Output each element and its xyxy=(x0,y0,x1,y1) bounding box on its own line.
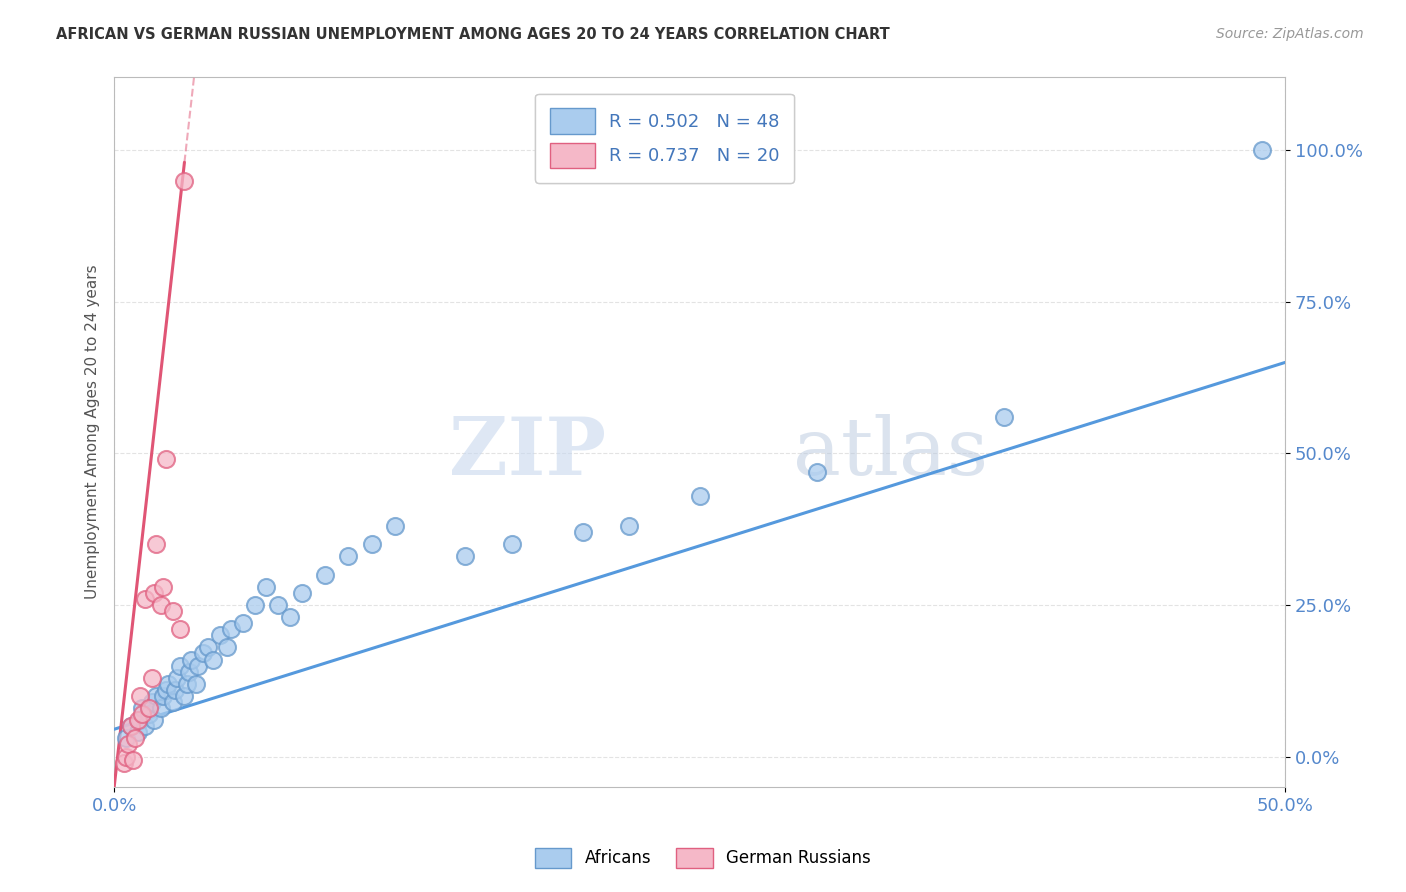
Text: Source: ZipAtlas.com: Source: ZipAtlas.com xyxy=(1216,27,1364,41)
Point xyxy=(150,598,173,612)
Point xyxy=(143,713,166,727)
Point xyxy=(267,598,290,612)
Point xyxy=(145,537,167,551)
Point xyxy=(124,731,146,746)
Point xyxy=(454,549,477,564)
Point xyxy=(155,452,177,467)
Point xyxy=(337,549,360,564)
Point xyxy=(134,591,156,606)
Point xyxy=(1250,143,1272,157)
Legend: R = 0.502   N = 48, R = 0.737   N = 20: R = 0.502 N = 48, R = 0.737 N = 20 xyxy=(536,94,794,183)
Point xyxy=(138,701,160,715)
Point xyxy=(180,652,202,666)
Text: atlas: atlas xyxy=(793,415,988,492)
Point xyxy=(157,677,180,691)
Point xyxy=(169,622,191,636)
Point xyxy=(197,640,219,655)
Point xyxy=(501,537,523,551)
Point xyxy=(129,689,152,703)
Point xyxy=(145,689,167,703)
Point xyxy=(384,519,406,533)
Point xyxy=(131,707,153,722)
Point xyxy=(141,695,163,709)
Point xyxy=(169,658,191,673)
Point xyxy=(112,756,135,770)
Point xyxy=(122,753,145,767)
Point xyxy=(115,731,138,746)
Point xyxy=(187,658,209,673)
Point xyxy=(201,652,224,666)
Point xyxy=(278,610,301,624)
Point xyxy=(179,665,201,679)
Point xyxy=(152,580,174,594)
Point xyxy=(127,713,149,727)
Point xyxy=(186,677,208,691)
Point xyxy=(155,682,177,697)
Point xyxy=(193,647,215,661)
Point xyxy=(208,628,231,642)
Point xyxy=(129,713,152,727)
Point xyxy=(689,489,711,503)
Point xyxy=(120,719,142,733)
Point xyxy=(243,598,266,612)
Point xyxy=(571,525,593,540)
Point xyxy=(117,738,139,752)
Point xyxy=(115,749,138,764)
Point xyxy=(806,465,828,479)
Point xyxy=(134,719,156,733)
Point xyxy=(254,580,277,594)
Point xyxy=(360,537,382,551)
Y-axis label: Unemployment Among Ages 20 to 24 years: Unemployment Among Ages 20 to 24 years xyxy=(86,265,100,599)
Point xyxy=(143,586,166,600)
Point xyxy=(150,701,173,715)
Point xyxy=(173,173,195,187)
Point xyxy=(176,677,198,691)
Text: ZIP: ZIP xyxy=(449,415,606,492)
Legend: Africans, German Russians: Africans, German Russians xyxy=(529,841,877,875)
Point xyxy=(162,604,184,618)
Point xyxy=(215,640,238,655)
Point xyxy=(619,519,641,533)
Point xyxy=(314,567,336,582)
Point xyxy=(138,707,160,722)
Text: AFRICAN VS GERMAN RUSSIAN UNEMPLOYMENT AMONG AGES 20 TO 24 YEARS CORRELATION CHA: AFRICAN VS GERMAN RUSSIAN UNEMPLOYMENT A… xyxy=(56,27,890,42)
Point xyxy=(219,622,242,636)
Point xyxy=(127,725,149,739)
Point xyxy=(162,695,184,709)
Point xyxy=(131,701,153,715)
Point xyxy=(993,409,1015,424)
Point xyxy=(166,671,188,685)
Point xyxy=(120,719,142,733)
Point xyxy=(173,689,195,703)
Point xyxy=(141,671,163,685)
Point xyxy=(152,689,174,703)
Point xyxy=(165,682,187,697)
Point xyxy=(290,586,312,600)
Point xyxy=(232,616,254,631)
